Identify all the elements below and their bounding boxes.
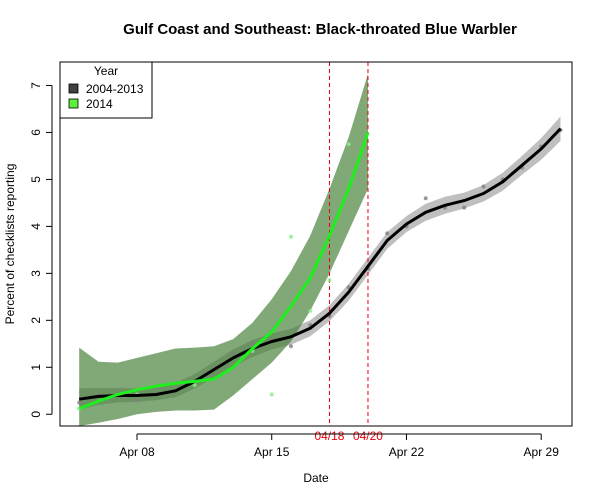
data-point-2014 — [327, 278, 332, 283]
plot-frame — [59, 61, 573, 427]
series-line-2004-2013 — [78, 127, 562, 401]
y-tick-label: 0 — [29, 411, 43, 418]
legend-swatch-2014 — [68, 98, 79, 109]
x-axis-label: Date — [303, 471, 329, 485]
series-line-2014 — [78, 132, 370, 410]
data-point-2004-2013 — [77, 400, 82, 405]
legend-swatch-2004-2013 — [68, 83, 79, 94]
y-tick-label: 1 — [29, 364, 43, 371]
data-point-2014 — [289, 234, 293, 239]
x-tick-label: Apr 08 — [119, 445, 155, 459]
confidence-band-2014 — [79, 73, 368, 426]
y-tick-label: 7 — [29, 82, 43, 89]
y-axis: 0 1 2 3 4 5 6 7 — [29, 82, 53, 418]
reference-lines: 04/18 04/20 — [314, 62, 383, 443]
data-point-2014 — [269, 392, 274, 397]
x-tick-label: Apr 29 — [524, 445, 560, 459]
data-point-2004-2013 — [481, 184, 486, 189]
data-point-2014 — [308, 308, 313, 313]
x-axis: Apr 08 Apr 15 Apr 22 Apr 29 — [119, 433, 560, 459]
legend: Year 2004-2013 2014 — [59, 61, 153, 119]
data-point-2004-2013 — [423, 196, 428, 201]
data-point-2004-2013 — [250, 341, 255, 346]
y-tick-label: 5 — [29, 176, 43, 183]
y-tick-label: 4 — [29, 223, 43, 230]
series-lines — [78, 127, 562, 410]
confidence-bands — [79, 73, 561, 426]
data-point-2004-2013 — [462, 205, 467, 210]
x-tick-label: Apr 15 — [254, 445, 290, 459]
data-point-2004-2013 — [385, 231, 390, 236]
reference-label-04/20: 04/20 — [353, 429, 383, 443]
legend-box — [59, 61, 153, 119]
legend-label-2014: 2014 — [86, 97, 113, 111]
data-point-2014 — [192, 383, 197, 388]
legend-title: Year — [94, 64, 118, 78]
reference-label-04/18: 04/18 — [314, 429, 344, 443]
legend-label-2004-2013: 2004-2013 — [86, 82, 144, 96]
y-tick-label: 2 — [29, 317, 43, 324]
y-tick-label: 3 — [29, 270, 43, 277]
data-point-2004-2013 — [289, 344, 293, 349]
data-point-2004-2013 — [135, 398, 139, 403]
y-axis-label: Percent of checklists reporting — [3, 164, 17, 325]
data-point-2014 — [346, 142, 351, 147]
y-tick-label: 6 — [29, 129, 43, 136]
data-point-2004-2013 — [231, 351, 236, 356]
chart-title: Gulf Coast and Southeast: Black-throated… — [123, 21, 517, 38]
x-tick-label: Apr 22 — [389, 445, 425, 459]
